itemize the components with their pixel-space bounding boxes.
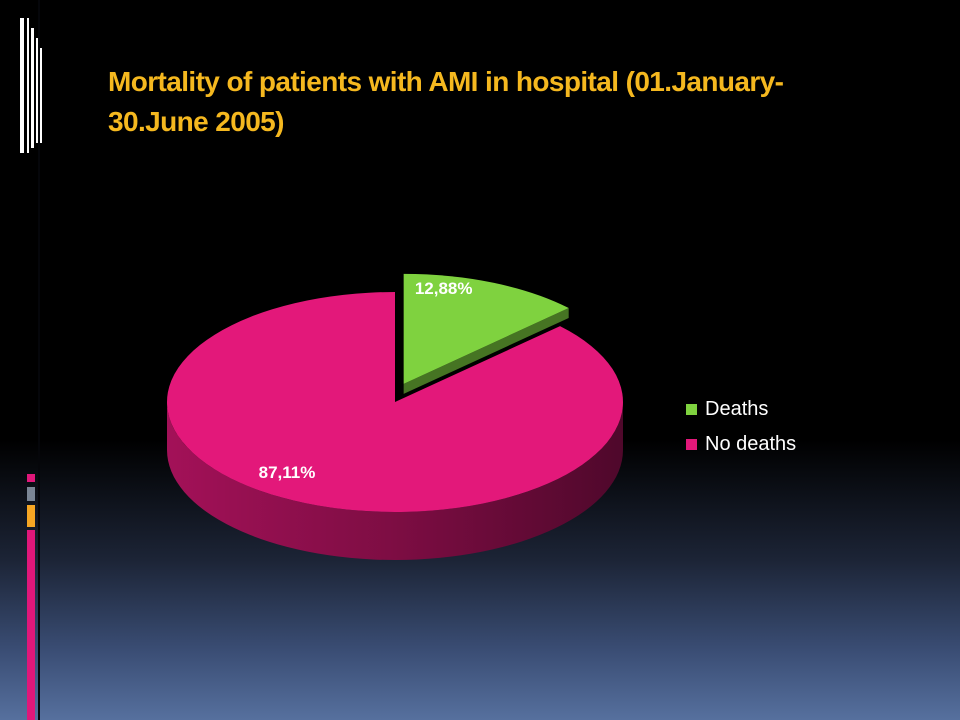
data-label-deaths: 12,88% bbox=[415, 279, 473, 298]
slice-deaths bbox=[403, 273, 569, 384]
accent-bar-pink-long bbox=[27, 530, 35, 720]
slice-no-deaths bbox=[167, 292, 624, 512]
accent-bar-pink-top bbox=[27, 474, 35, 482]
legend-item-no-deaths: No deaths bbox=[686, 433, 796, 455]
page-title-line-2: 30.June 2005) bbox=[108, 106, 284, 137]
legend-swatch-no-deaths bbox=[686, 438, 697, 450]
page-title-line-1: Mortality of patients with AMI in hospit… bbox=[108, 66, 784, 97]
vertical-line-pattern-icon bbox=[20, 18, 42, 153]
data-label-no-deaths: 87,11% bbox=[259, 463, 316, 482]
slice-side-no-deaths bbox=[167, 402, 623, 560]
legend-label-no-deaths: No deaths bbox=[705, 432, 797, 455]
page-title: Mortality of patients with AMI in hospit… bbox=[108, 62, 868, 142]
legend-swatch-deaths bbox=[686, 403, 697, 415]
accent-bar-gray bbox=[27, 487, 35, 501]
legend-item-deaths: Deaths bbox=[686, 398, 768, 420]
slice-side-deaths bbox=[403, 307, 569, 394]
accent-bar-orange bbox=[27, 505, 35, 527]
left-edge-line bbox=[38, 0, 40, 720]
legend-label-deaths: Deaths bbox=[705, 397, 769, 420]
